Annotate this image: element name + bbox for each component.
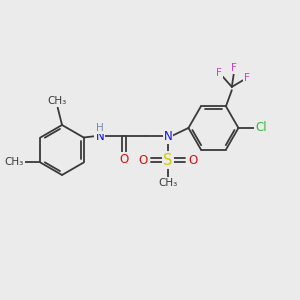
Text: Cl: Cl: [256, 122, 267, 134]
Text: F: F: [231, 63, 237, 73]
Text: H: H: [96, 123, 104, 133]
Text: S: S: [164, 153, 173, 168]
Text: CH₃: CH₃: [47, 96, 66, 106]
Text: CH₃: CH₃: [4, 158, 24, 167]
Text: CH₃: CH₃: [158, 178, 178, 188]
Text: N: N: [164, 130, 172, 142]
Text: O: O: [189, 154, 198, 166]
Text: F: F: [244, 73, 250, 82]
Text: N: N: [95, 130, 104, 142]
Text: F: F: [216, 68, 222, 78]
Text: O: O: [119, 153, 129, 166]
Text: O: O: [138, 154, 147, 166]
